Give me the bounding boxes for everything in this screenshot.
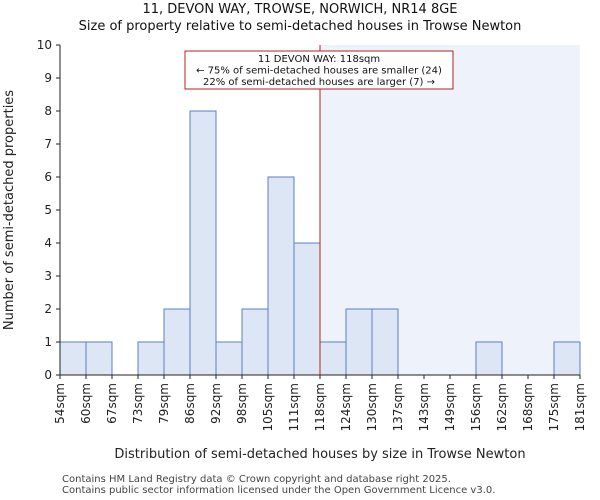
x-tick-label-92sqm: 92sqm <box>209 383 223 424</box>
histogram-bar-156sqm <box>475 341 503 376</box>
y-tick-label-3: 3 <box>44 269 52 283</box>
x-tick-label-175sqm: 175sqm <box>547 383 561 431</box>
x-tick-label-105sqm: 105sqm <box>261 383 275 431</box>
histogram-bar-98sqm <box>241 308 269 376</box>
x-tick-label-118sqm: 118sqm <box>313 383 327 431</box>
x-tick-label-67sqm: 67sqm <box>105 383 119 424</box>
x-tick-label-149sqm: 149sqm <box>443 383 457 431</box>
histogram-bar-124sqm <box>345 308 373 376</box>
y-tick-label-6: 6 <box>44 170 52 184</box>
annotation-line-3: 22% of semi-detached houses are larger (… <box>203 77 435 88</box>
histogram-bar-111sqm <box>293 242 321 376</box>
x-tick-label-168sqm: 168sqm <box>521 383 535 431</box>
y-tick-label-0: 0 <box>44 368 52 382</box>
x-tick-label-130sqm: 130sqm <box>365 383 379 431</box>
x-tick-label-181sqm: 181sqm <box>573 383 587 431</box>
y-tick-label-5: 5 <box>44 203 52 217</box>
footer-copyright: Contains HM Land Registry data © Crown c… <box>62 474 451 485</box>
histogram-bar-92sqm <box>215 341 243 376</box>
y-tick-label-4: 4 <box>44 236 52 250</box>
x-tick-label-111sqm: 111sqm <box>287 383 301 431</box>
x-tick-label-79sqm: 79sqm <box>157 383 171 424</box>
histogram-bar-73sqm <box>137 341 165 376</box>
x-tick-label-54sqm: 54sqm <box>53 383 67 424</box>
x-tick-label-156sqm: 156sqm <box>469 383 483 431</box>
histogram-bar-79sqm <box>163 308 191 376</box>
x-tick-label-60sqm: 60sqm <box>79 383 93 424</box>
histogram-bar-105sqm <box>267 176 295 376</box>
y-tick-label-1: 1 <box>44 335 52 349</box>
y-tick-label-8: 8 <box>44 104 52 118</box>
y-tick-label-2: 2 <box>44 302 52 316</box>
histogram-bar-54sqm <box>59 341 87 376</box>
histogram-bar-118sqm <box>319 341 347 376</box>
annotation-box <box>184 50 454 90</box>
x-tick-label-137sqm: 137sqm <box>391 383 405 431</box>
histogram-bar-86sqm <box>189 110 217 376</box>
histogram-bar-130sqm <box>371 308 399 376</box>
x-tick-label-143sqm: 143sqm <box>417 383 431 431</box>
chart-title: 11, DEVON WAY, TROWSE, NORWICH, NR14 8GE <box>142 2 458 17</box>
y-axis-title: Number of semi-detached properties <box>2 90 17 330</box>
annotation-line-1: 11 DEVON WAY: 118sqm <box>258 54 380 65</box>
chart-subtitle: Size of property relative to semi-detach… <box>78 19 522 34</box>
footer-licence: Contains public sector information licen… <box>62 485 496 496</box>
y-tick-label-7: 7 <box>44 137 52 151</box>
x-tick-label-98sqm: 98sqm <box>235 383 249 424</box>
x-tick-label-124sqm: 124sqm <box>339 383 353 431</box>
histogram-bar-175sqm <box>553 341 581 376</box>
x-axis-title: Distribution of semi-detached houses by … <box>114 447 525 462</box>
x-tick-label-162sqm: 162sqm <box>495 383 509 431</box>
histogram-bar-60sqm <box>85 341 113 376</box>
y-tick-label-10: 10 <box>37 38 52 52</box>
x-tick-label-73sqm: 73sqm <box>131 383 145 424</box>
y-tick-label-9: 9 <box>44 71 52 85</box>
x-tick-label-86sqm: 86sqm <box>183 383 197 424</box>
annotation-line-2: ← 75% of semi-detached houses are smalle… <box>196 66 442 77</box>
